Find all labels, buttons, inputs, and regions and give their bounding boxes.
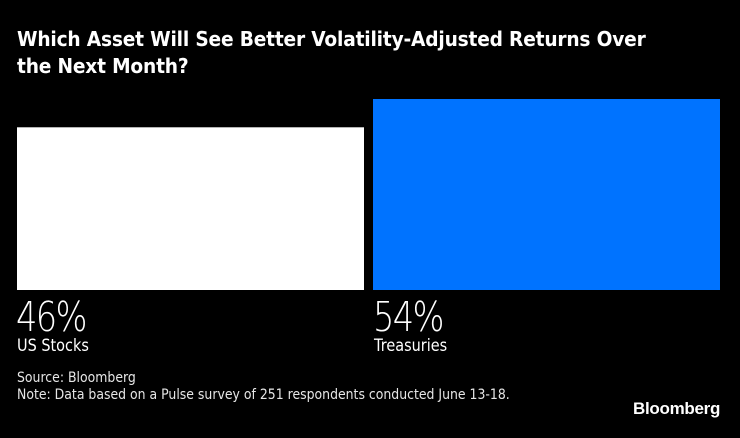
chart-footer: Source: Bloomberg Note: Data based on a … xyxy=(17,370,567,404)
survey-note: Note: Data based on a Pulse survey of 25… xyxy=(17,387,510,403)
value-label-us-stocks: 46% xyxy=(16,293,87,341)
bloomberg-logo: Bloomberg xyxy=(633,399,721,418)
category-label-us-stocks: US Stocks xyxy=(17,336,89,356)
category-label-treasuries: Treasuries xyxy=(374,336,448,356)
bar-us-stocks xyxy=(17,127,364,290)
chart-title: Which Asset Will See Better Volatility-A… xyxy=(17,27,646,78)
source-note: Source: Bloomberg xyxy=(17,370,136,386)
bar-treasuries xyxy=(373,99,720,290)
value-label-treasuries: 54% xyxy=(373,293,444,341)
